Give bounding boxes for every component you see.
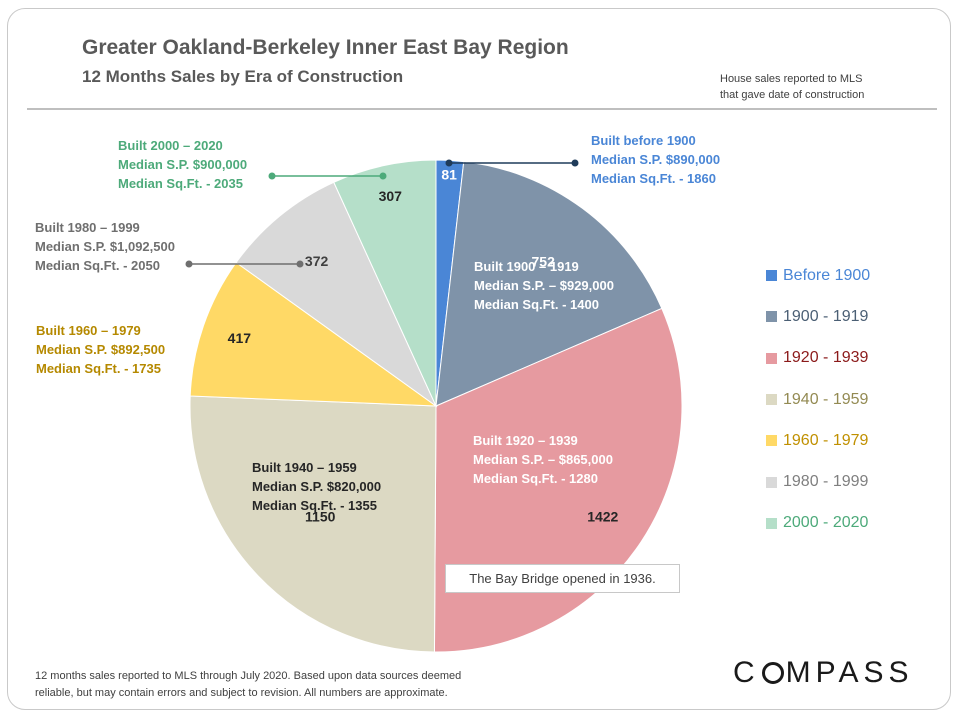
- source-note-line1: House sales reported to MLS: [720, 73, 863, 85]
- pie-slices: [189, 159, 683, 653]
- pie-slice: [333, 159, 437, 407]
- callout-line: Built 1900 – 1919: [474, 259, 579, 274]
- legend-item: 1980 - 1999: [766, 461, 870, 502]
- chart-legend: Before 1900 1900 - 1919 1920 - 1939 1940…: [766, 255, 870, 544]
- pie-slice: [189, 395, 437, 653]
- callout-leaders: [185, 159, 579, 268]
- source-note-line2: that gave date of construction: [720, 89, 865, 101]
- slice-value-label: 372: [305, 253, 329, 269]
- legend-item: 1940 - 1959: [766, 379, 870, 420]
- legend-label: 1960 - 1979: [783, 431, 869, 449]
- callout-before-1900: Built before 1900 Median S.P. $890,000 M…: [591, 131, 720, 188]
- callout-line: Median S.P. $820,000: [252, 479, 382, 494]
- slice-value-label: 81: [441, 166, 457, 182]
- slice-value-label: 1150: [305, 508, 336, 524]
- legend-label: 1920 - 1939: [783, 349, 869, 367]
- legend-item: 2000 - 2020: [766, 503, 870, 544]
- legend-swatch: [766, 311, 777, 323]
- callout-line: Median Sq.Ft. - 1400: [474, 297, 599, 312]
- legend-swatch: [766, 352, 777, 364]
- legend-swatch: [766, 476, 777, 488]
- callout-line: Median S.P. $890,000: [591, 152, 721, 167]
- chart-subtitle: 12 Months Sales by Era of Construction: [82, 67, 404, 86]
- legend-label: 1980 - 1999: [783, 473, 869, 491]
- callout-line: Median S.P. $1,092,500: [35, 239, 175, 254]
- callout-line: Median S.P. $900,000: [118, 157, 248, 172]
- pie-slice: [189, 261, 438, 407]
- slice-value-label: 307: [379, 188, 403, 204]
- callout-line: Built 1920 – 1939: [473, 433, 578, 448]
- value-labels: 81 752 1422 1150 417 372 307: [228, 166, 619, 524]
- callout-1980-1999: Built 1980 – 1999 Median S.P. $1,092,500…: [35, 218, 175, 275]
- legend-label: 2000 - 2020: [783, 514, 869, 532]
- pie-slice: [435, 161, 663, 407]
- legend-item: 1960 - 1979: [766, 420, 870, 461]
- callout-1920-1939: Built 1920 – 1939 Median S.P. – $865,000…: [473, 431, 613, 488]
- callout-line: Median S.P. – $929,000: [474, 278, 614, 293]
- callout-leader-dot: [379, 172, 387, 180]
- callout-line: Built before 1900: [591, 133, 696, 148]
- slice-value-label: 752: [532, 253, 556, 269]
- header-divider: [27, 108, 937, 110]
- legend-swatch: [766, 517, 777, 529]
- callout-line: Built 1940 – 1959: [252, 460, 357, 475]
- legend-label: 1940 - 1959: [783, 390, 869, 408]
- callout-1960-1979: Built 1960 – 1979 Median S.P. $892,500 M…: [36, 321, 165, 378]
- slice-value-label: 417: [228, 330, 252, 346]
- callout-line: Median Sq.Ft. - 1355: [252, 498, 377, 513]
- callout-1940-1959: Built 1940 – 1959 Median S.P. $820,000 M…: [252, 458, 381, 515]
- legend-swatch: [766, 270, 777, 282]
- legend-swatch: [766, 394, 777, 406]
- legend-item: 1900 - 1919: [766, 296, 870, 337]
- callout-line: Built 1980 – 1999: [35, 220, 140, 235]
- callout-leader-dot: [268, 172, 276, 180]
- compass-logo: C MPASS: [733, 656, 914, 689]
- callout-leader-dot: [296, 260, 304, 268]
- callout-leader-dot: [571, 159, 579, 167]
- callout-2000-2020: Built 2000 – 2020 Median S.P. $900,000 M…: [118, 136, 247, 193]
- chart-title: Greater Oakland-Berkeley Inner East Bay …: [82, 36, 569, 59]
- callout-leader-dot: [185, 260, 193, 268]
- pie-slice: [235, 181, 438, 408]
- callout-1900-1919: Built 1900 – 1919 Median S.P. – $929,000…: [474, 257, 614, 314]
- footer-line1: 12 months sales reported to MLS through …: [35, 670, 462, 682]
- callout-leader-dot: [445, 159, 453, 167]
- callout-line: Median Sq.Ft. - 2050: [35, 258, 160, 273]
- footer-line2: reliable, but may contain errors and sub…: [35, 687, 448, 699]
- bay-bridge-annotation: The Bay Bridge opened in 1936.: [445, 564, 680, 593]
- callout-line: Built 1960 – 1979: [36, 323, 141, 338]
- legend-label: 1900 - 1919: [783, 307, 869, 325]
- legend-item: Before 1900: [766, 255, 870, 296]
- callout-line: Built 2000 – 2020: [118, 138, 223, 153]
- callout-line: Median Sq.Ft. - 1860: [591, 171, 716, 186]
- callout-line: Median Sq.Ft. - 1280: [473, 471, 598, 486]
- callout-line: Median S.P. – $865,000: [473, 452, 613, 467]
- callout-line: Median Sq.Ft. - 2035: [118, 176, 243, 191]
- footer-disclaimer: 12 months sales reported to MLS through …: [35, 668, 461, 702]
- legend-swatch: [766, 435, 777, 447]
- source-note: House sales reported to MLS that gave da…: [720, 71, 864, 103]
- legend-item: 1920 - 1939: [766, 338, 870, 379]
- callout-line: Median S.P. $892,500: [36, 342, 166, 357]
- callout-line: Median Sq.Ft. - 1735: [36, 361, 161, 376]
- legend-label: Before 1900: [783, 266, 871, 284]
- slice-value-label: 1422: [587, 508, 618, 524]
